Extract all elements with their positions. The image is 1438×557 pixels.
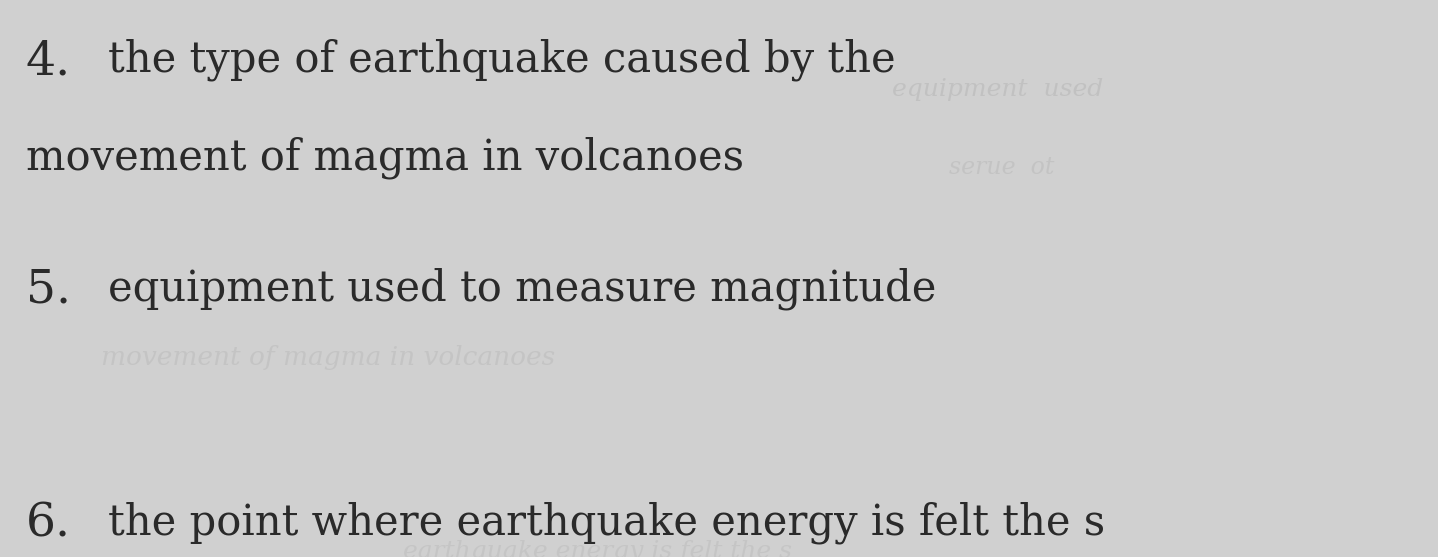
Text: equipment used to measure magnitude: equipment used to measure magnitude: [108, 267, 936, 310]
Text: 5.: 5.: [26, 267, 70, 312]
Text: movement of magma in volcanoes: movement of magma in volcanoes: [26, 136, 743, 179]
Text: the type of earthquake caused by the: the type of earthquake caused by the: [108, 39, 896, 81]
Text: 6.: 6.: [26, 501, 70, 546]
Text: earthquake energy is felt the s: earthquake energy is felt the s: [403, 540, 792, 557]
Text: serue  ot: serue ot: [949, 156, 1054, 179]
Text: movement of magma in volcanoes: movement of magma in volcanoes: [101, 345, 555, 370]
Text: the point where earthquake energy is felt the s: the point where earthquake energy is fel…: [108, 501, 1104, 544]
Text: 4.: 4.: [26, 39, 70, 84]
Text: equipment  used: equipment used: [892, 78, 1103, 101]
